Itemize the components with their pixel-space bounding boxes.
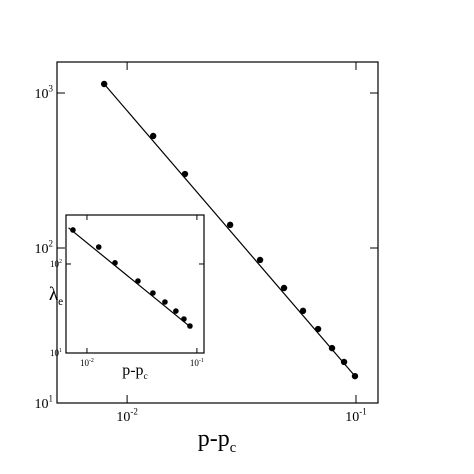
data-point: [70, 227, 76, 233]
y-tick-label-part: 1: [59, 348, 62, 354]
x-tick-label-base: 10: [80, 358, 90, 368]
x-tick-label: 10-2: [80, 358, 94, 368]
fit-line: [103, 83, 356, 377]
y-tick-label-part: 2: [59, 259, 62, 265]
y-axis-label-part: e: [58, 296, 63, 308]
data-point: [256, 256, 264, 264]
y-tick-label-base: 10: [35, 87, 49, 102]
y-axis-label: λe: [49, 284, 63, 308]
data-point: [280, 284, 288, 292]
y-axis-label-base: λ: [49, 284, 59, 305]
x-tick-label: 10-1: [345, 407, 367, 425]
x-tick-label-part: -2: [130, 407, 138, 417]
x-axis-label-part: c: [230, 440, 236, 456]
x-tick-label-part: -2: [89, 358, 94, 364]
data-point: [173, 308, 179, 314]
y-tick-label-part: 3: [49, 84, 54, 94]
y-tick-label: 103: [35, 84, 54, 102]
data-point: [328, 344, 336, 352]
y-tick-label-base: 10: [50, 348, 60, 358]
fit-line: [68, 227, 193, 329]
data-point: [340, 358, 348, 366]
x-axis-label-base: p-p: [198, 426, 230, 452]
data-point: [150, 290, 156, 296]
x-tick-label-base: 10: [116, 410, 130, 425]
data-point: [299, 307, 307, 315]
data-point: [95, 244, 102, 250]
y-tick-label-part: 1: [49, 394, 54, 404]
x-axis-label: p-pc: [122, 362, 148, 382]
x-axis-label-base: p-p: [122, 362, 143, 379]
y-tick-label: 102: [35, 239, 54, 257]
x-axis-label: p-pc: [198, 426, 236, 456]
y-tick-label-base: 10: [35, 242, 49, 257]
x-tick-label-base: 10: [190, 358, 200, 368]
data-point: [162, 299, 168, 305]
x-tick-label: 10-2: [116, 407, 138, 425]
y-tick-label: 102: [50, 259, 62, 269]
x-tick-label-base: 10: [345, 410, 359, 425]
y-tick-label-base: 10: [35, 397, 49, 412]
x-tick-label-part: -1: [359, 407, 367, 417]
y-tick-label-part: 2: [49, 239, 54, 249]
y-tick-label: 101: [35, 394, 54, 412]
x-axis-label-part: c: [144, 371, 148, 382]
data-point: [149, 132, 157, 140]
y-tick-label: 101: [50, 348, 62, 358]
x-tick-label-part: -1: [199, 358, 204, 364]
y-tick-label-base: 10: [50, 259, 60, 269]
data-point: [226, 221, 234, 229]
plot-frame: [65, 214, 205, 354]
x-tick-label: 10-1: [190, 358, 204, 368]
